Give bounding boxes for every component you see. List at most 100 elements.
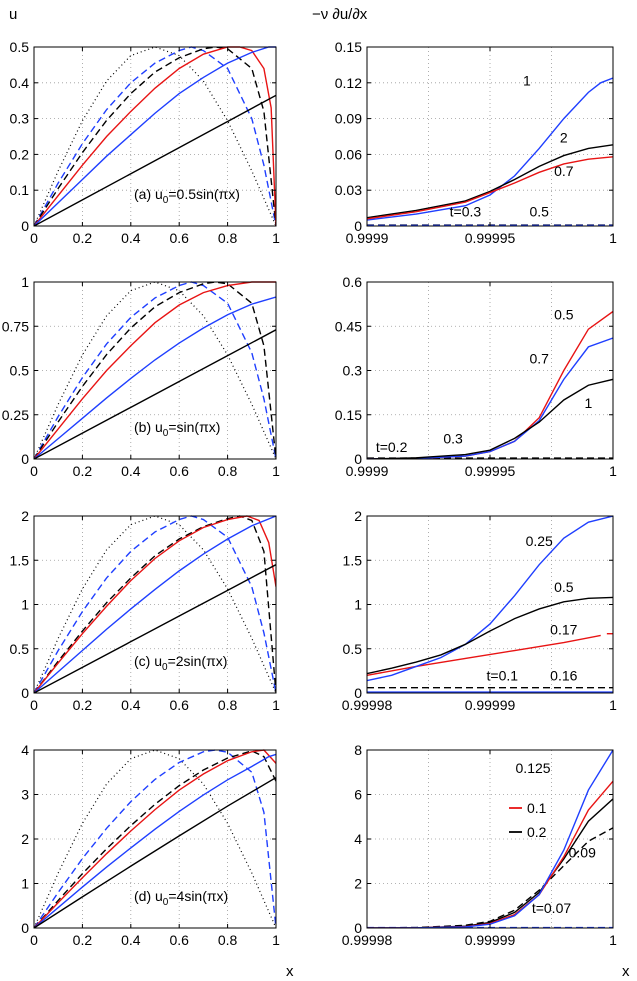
y-tick-label: 0	[21, 451, 29, 467]
x-tick-label: 0.99999	[465, 932, 516, 948]
panel-b-left: 0 0.2 0.4 0.6 0.8 100.250.50.751(b) u0=sin(πx…	[2, 274, 280, 479]
x-tick-label: 0.99999	[465, 697, 516, 713]
series-line	[34, 749, 276, 928]
y-tick-label: 0.5	[10, 39, 30, 55]
series-line	[34, 515, 276, 693]
annotation-prefix: (a) u	[134, 186, 163, 202]
series-group	[34, 281, 276, 459]
right-y-axis-label: −ν ∂u/∂x	[312, 6, 368, 23]
panel-c-left: 0 0.2 0.4 0.6 0.8 100.511.52(c) u0=2sin(πx)	[10, 508, 281, 713]
x-tick-label: 0	[30, 230, 38, 246]
series-line	[34, 749, 276, 928]
x-tick-label: 0.6	[169, 230, 189, 246]
curve-label: 0.125	[516, 760, 551, 776]
series-group	[367, 310, 613, 459]
panel-annotation: (b) u0=sin(πx)	[134, 419, 220, 439]
curve-label: t=0.07	[532, 900, 572, 916]
y-tick-label: 1.5	[10, 552, 30, 568]
x-tick-label: 0.6	[169, 463, 189, 479]
curve-label: 0.09	[569, 844, 596, 860]
curve-label: 2	[560, 130, 568, 146]
x-tick-label: 1	[272, 697, 280, 713]
x-tick-label: 0.4	[121, 932, 141, 948]
curve-label: t=0.2	[376, 439, 408, 455]
series-line	[367, 310, 613, 459]
series-line	[367, 77, 613, 221]
series-line	[34, 749, 276, 928]
x-tick-label: 0.6	[169, 697, 189, 713]
annotation-subscript: 0	[162, 662, 168, 673]
x-tick-label: 0.8	[218, 932, 238, 948]
x-tick-label: 0.2	[73, 463, 93, 479]
series-line	[34, 46, 276, 226]
x-tick-label: 0.4	[121, 697, 141, 713]
series-line	[34, 515, 276, 693]
x-tick-label: 0.2	[73, 932, 93, 948]
x-tick-label: 0.99998	[342, 932, 393, 948]
curve-label: 0.5	[554, 306, 574, 322]
x-tick-label: 0.99995	[465, 230, 516, 246]
y-tick-label: 0	[354, 218, 362, 234]
curve-label: 0.7	[529, 351, 549, 367]
y-tick-label: 0	[354, 451, 362, 467]
y-tick-label: 2	[21, 831, 29, 847]
y-tick-label: 3	[21, 787, 29, 803]
x-tick-label: 1	[609, 932, 617, 948]
x-tick-label: 1	[609, 463, 617, 479]
x-tick-label: 1	[272, 932, 280, 948]
series-group	[34, 749, 276, 928]
series-line	[367, 378, 613, 459]
series-line	[34, 281, 276, 459]
y-tick-label: 0.06	[335, 146, 362, 162]
y-tick-label: 0	[354, 920, 362, 936]
series-line	[34, 564, 276, 693]
y-tick-label: 0.3	[10, 111, 30, 127]
y-tick-label: 0.75	[2, 318, 29, 334]
y-tick-label: 0	[21, 218, 29, 234]
y-tick-label: 0	[354, 685, 362, 701]
x-tick-label: 1	[272, 230, 280, 246]
y-tick-label: 2	[354, 876, 362, 892]
series-line	[367, 156, 613, 220]
legend-label: 0.2	[527, 824, 547, 840]
y-tick-label: 4	[354, 831, 362, 847]
annotation-suffix: =2sin(πx)	[168, 653, 228, 669]
annotation-suffix: =4sin(πx)	[168, 888, 228, 904]
y-tick-label: 0	[21, 920, 29, 936]
panel-annotation: (d) u0=4sin(πx)	[134, 888, 228, 908]
y-tick-label: 8	[354, 742, 362, 758]
curve-label: 0.3	[443, 430, 463, 446]
y-tick-label: 0.09	[335, 111, 362, 127]
axes-frame	[33, 46, 277, 227]
x-tick-label: 0	[30, 932, 38, 948]
y-tick-label: 0.03	[335, 182, 362, 198]
series-line	[367, 515, 613, 682]
series-line	[34, 515, 276, 693]
y-tick-label: 1.5	[343, 552, 363, 568]
series-line	[34, 281, 276, 459]
y-tick-label: 0.6	[343, 274, 363, 290]
series-line	[34, 329, 276, 459]
curve-label: 1	[523, 72, 531, 88]
y-tick-label: 0.25	[2, 407, 29, 423]
series-line	[34, 46, 276, 226]
y-tick-label: 0.2	[10, 146, 30, 162]
y-tick-label: 2	[354, 508, 362, 524]
panel-a-left: 0 0.2 0.4 0.6 0.8 100.10.20.30.40.5(a) u0=0.5…	[10, 39, 281, 246]
y-tick-label: 1	[354, 597, 362, 613]
series-line	[367, 337, 613, 459]
panel-b-right: 0.9999 0.99995 1 0 0.15 0.3 0.45 0.6 0.5 0.7 1 0.3 t…	[335, 274, 617, 479]
y-tick-label: 1	[21, 876, 29, 892]
y-tick-label: 4	[21, 742, 29, 758]
x-tick-label: 0.4	[121, 463, 141, 479]
x-tick-label: 0.99995	[465, 463, 516, 479]
x-tick-label: 0.9999	[346, 230, 389, 246]
curve-label: 0.25	[526, 533, 553, 549]
annotation-subscript: 0	[163, 428, 169, 439]
x-tick-label: 0.2	[73, 697, 93, 713]
series-line	[367, 634, 601, 676]
series-line	[34, 515, 276, 693]
y-tick-label: 0.5	[10, 641, 30, 657]
